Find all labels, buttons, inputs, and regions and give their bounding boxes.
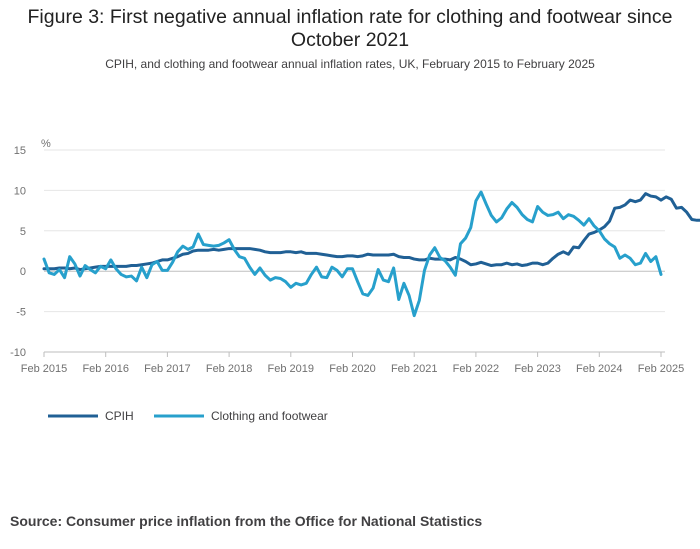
- x-tick-label: Feb 2022: [453, 363, 499, 375]
- legend-label: Clothing and footwear: [211, 409, 328, 423]
- y-tick-label: 0: [20, 266, 26, 278]
- x-tick-label: Feb 2017: [144, 363, 190, 375]
- legend-label: CPIH: [105, 409, 134, 423]
- source-note: Source: Consumer price inflation from th…: [10, 513, 483, 529]
- x-tick-label: Feb 2015: [21, 363, 67, 375]
- x-tick-label: Feb 2018: [206, 363, 252, 375]
- x-tick-label: Feb 2019: [268, 363, 314, 375]
- x-tick-label: Feb 2021: [391, 363, 437, 375]
- y-axis-label: %: [41, 138, 51, 150]
- x-tick-label: Feb 2020: [329, 363, 375, 375]
- legend: CPIH Clothing and footwear: [48, 409, 328, 423]
- chart-subtitle: CPIH, and clothing and footwear annual i…: [105, 57, 595, 71]
- series-lines: [42, 190, 700, 318]
- x-tick-label: Feb 2024: [576, 363, 622, 375]
- series-line-clothing-and-footwear: [42, 190, 663, 318]
- x-axis: Feb 2015 Feb 2016 Feb 2017 Feb 2018 Feb 2019…: [21, 351, 684, 375]
- y-axis-ticks: -10 -5 0 5 10 15: [10, 145, 26, 359]
- series-line-cpih: [42, 192, 700, 272]
- x-tick-label: Feb 2023: [514, 363, 560, 375]
- x-tick-label: Feb 2016: [82, 363, 128, 375]
- chart-title: Figure 3: First negative annual inflatio…: [27, 6, 673, 51]
- y-tick-label: 15: [14, 145, 26, 157]
- y-tick-label: -10: [10, 347, 26, 359]
- y-tick-label: -5: [16, 307, 26, 319]
- y-tick-label: 5: [20, 226, 26, 238]
- y-tick-label: 10: [14, 185, 26, 197]
- x-tick-label: Feb 2025: [638, 363, 684, 375]
